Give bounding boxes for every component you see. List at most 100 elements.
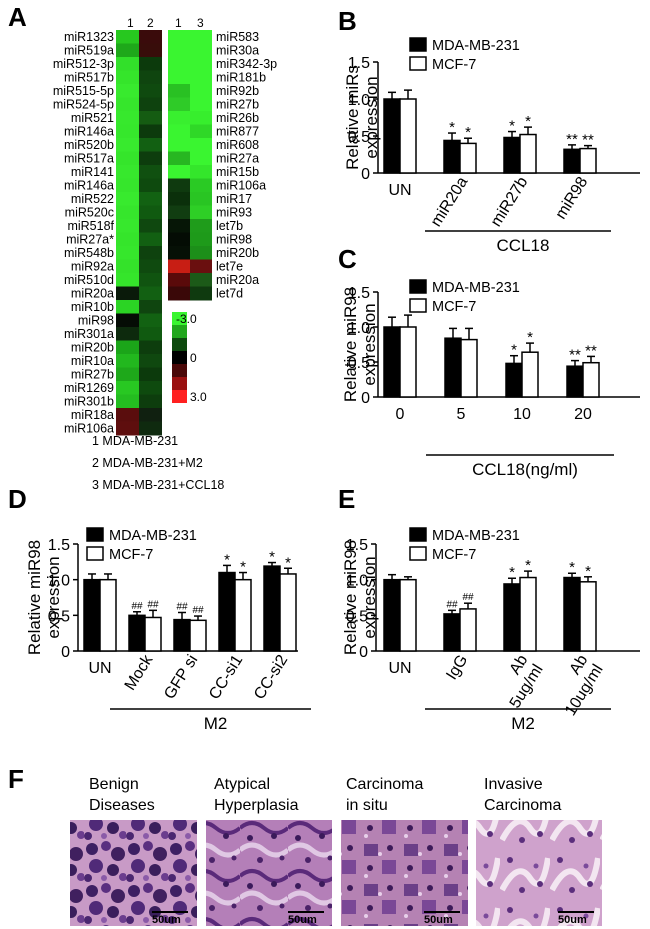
x-tick-label: IgG	[443, 652, 471, 683]
heatmap-row-label: miR20b	[216, 246, 259, 260]
sample-legend-line: 1 MDA-MB-231	[92, 434, 178, 448]
heatmap-row-label: miR524-5p	[53, 98, 114, 112]
legend-label: MDA-MB-231	[432, 38, 520, 54]
heatmap-cell	[139, 232, 162, 247]
x-tick-label: UN	[388, 182, 411, 199]
heatmap-cell	[190, 219, 212, 233]
heatmap-cell	[168, 97, 190, 112]
y-tick-label: 0.5	[346, 608, 368, 625]
x-tick-label: 20	[574, 406, 592, 423]
panel-label-f: F	[8, 764, 24, 794]
heatmap-row-label: miR301a	[64, 327, 114, 341]
heatmap-cell	[190, 259, 212, 274]
legend-swatch	[409, 298, 427, 313]
legend-label: MCF-7	[432, 299, 476, 315]
heatmap-row-label: miR106a	[64, 422, 114, 436]
legend-swatch	[86, 527, 104, 542]
histology-title: Atypical Hyperplasia	[214, 776, 299, 814]
heatmap-cell	[168, 273, 190, 287]
heatmap-cell	[116, 232, 139, 247]
y-tick-label: 1.5	[48, 537, 70, 554]
heatmap-cell	[116, 138, 139, 152]
significance-mark: *	[511, 342, 517, 359]
heatmap-row-label: let7b	[216, 219, 243, 233]
bar	[383, 326, 401, 398]
heatmap-cell	[116, 408, 139, 422]
scale-bar-label: 50um	[152, 914, 181, 926]
significance-mark: *	[569, 559, 575, 576]
bar	[566, 365, 584, 398]
heatmap-cell	[139, 327, 162, 341]
significance-mark: ##	[446, 599, 458, 610]
heatmap-row-label: miR18a	[71, 408, 114, 422]
heatmap-cell	[139, 367, 162, 382]
x-tick-label: UN	[388, 660, 411, 677]
panel-label-a: A	[8, 2, 27, 32]
heatmap-cell	[116, 30, 139, 44]
histology-title: Invasive Carcinoma	[484, 776, 561, 814]
heatmap-row-label: miR877	[216, 125, 259, 139]
heatmap-row-label: miR20b	[71, 341, 114, 355]
bar	[234, 578, 252, 652]
scale-bar	[558, 911, 594, 913]
heatmap-row-label: miR181b	[216, 71, 266, 85]
significance-mark: ##	[176, 601, 188, 612]
x-tick-label: GFP si	[161, 652, 201, 702]
heatmap-cell	[190, 138, 212, 152]
scale-bar-label: 50um	[288, 914, 317, 926]
color-scale-swatch	[172, 338, 187, 351]
bar	[505, 362, 523, 398]
heatmap-cell	[139, 219, 162, 233]
color-scale-swatch	[172, 351, 187, 364]
heatmap-cell	[116, 124, 139, 139]
heatmap-cell	[139, 70, 162, 85]
heatmap-cell	[116, 97, 139, 112]
heatmap-cell	[190, 192, 212, 206]
heatmap-cell	[116, 219, 139, 233]
y-tick-label: 1.5	[346, 537, 368, 554]
heatmap-cell	[190, 70, 212, 85]
heatmap-row-label: miR1323	[64, 30, 114, 44]
heatmap-cell	[116, 43, 139, 58]
x-tick-label: 5	[457, 406, 466, 423]
panel-label-e: E	[338, 484, 355, 514]
heatmap-cell	[116, 394, 139, 409]
heatmap-cell	[168, 165, 190, 179]
heatmap-row-label: miR20a	[216, 273, 259, 287]
heatmap-cell	[190, 84, 212, 98]
bar	[383, 98, 401, 174]
heatmap-cell	[139, 97, 162, 112]
significance-mark: *	[525, 557, 531, 574]
group-label: M2	[511, 714, 535, 733]
heatmap-cell	[190, 286, 212, 301]
legend-swatch	[409, 279, 427, 294]
y-axis-label: Relative miR98expression	[25, 540, 63, 655]
histology-micrograph	[70, 820, 197, 926]
heatmap-row-label: miR26b	[216, 111, 259, 125]
histology-micrograph	[341, 820, 468, 926]
heatmap-row-label: miR106a	[216, 179, 266, 193]
bar	[521, 351, 539, 398]
heatmap-cell	[116, 84, 139, 98]
heatmap-column-label: 1	[175, 16, 182, 30]
heatmap-cell	[190, 57, 212, 71]
heatmap-column-label: 3	[197, 16, 204, 30]
significance-mark: **	[569, 347, 581, 364]
y-tick-label: 0	[361, 390, 370, 407]
bar	[459, 142, 477, 174]
significance-mark: *	[224, 551, 230, 568]
significance-mark: **	[585, 342, 597, 359]
heatmap-cell	[116, 246, 139, 260]
heatmap-cell	[116, 57, 139, 71]
legend-label: MDA-MB-231	[432, 280, 520, 296]
heatmap-cell	[116, 300, 139, 314]
heatmap-row-label: miR10b	[71, 300, 114, 314]
y-axis-label: Relative miR98expression	[341, 287, 379, 402]
histology-title: Benign Diseases	[89, 776, 155, 814]
heatmap-cell	[116, 111, 139, 125]
heatmap-row-label: miR301b	[64, 395, 114, 409]
heatmap-row-label: miR518f	[67, 219, 114, 233]
heatmap-row-label: miR510d	[64, 273, 114, 287]
heatmap-cell	[116, 421, 139, 436]
histology-micrograph	[206, 820, 332, 926]
